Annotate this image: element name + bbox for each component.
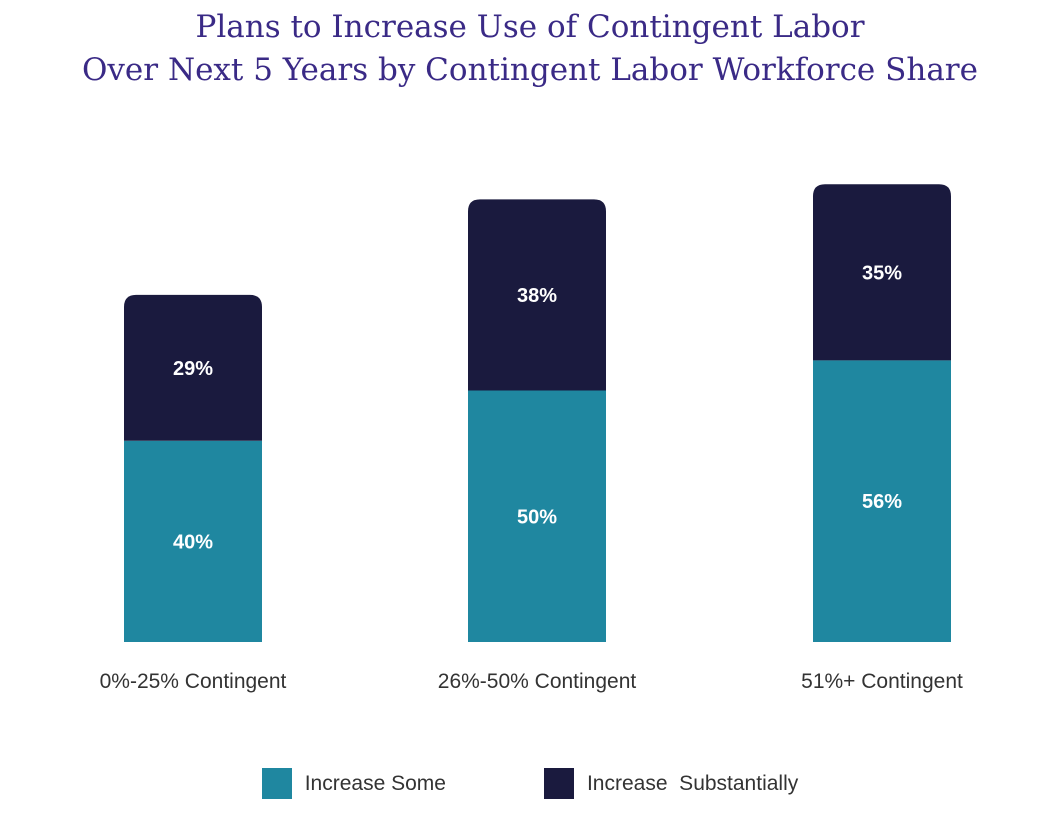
legend-item-increase-some: Increase Some <box>261 768 446 799</box>
legend-swatch-increase-substantially <box>543 768 574 799</box>
legend-label-increase-some: Increase Some <box>304 771 446 795</box>
legend-item-increase-substantially: Increase Substantially <box>543 768 799 799</box>
data-label-increase-some-51-contingent: 56% <box>862 491 902 513</box>
chart-title-line-2: Over Next 5 Years by Contingent Labor Wo… <box>82 52 978 88</box>
bar-increase-substantially-0-25-contingent <box>124 294 262 441</box>
category-label-51-contingent: 51%+ Contingent <box>801 670 963 693</box>
data-label-increase-substantially-26-50-contingent: 38% <box>517 285 557 307</box>
bar-labels-layer: 40% 29% 50% 38% 56% 35% <box>173 262 902 553</box>
bar-increase-some-51-contingent <box>813 360 951 642</box>
data-label-increase-some-0-25-contingent: 40% <box>173 531 213 553</box>
chart-title: Plans to Increase Use of Contingent Labo… <box>0 6 1060 92</box>
legend: Increase Some Increase Substantially <box>0 768 1060 799</box>
bars-layer <box>124 184 951 642</box>
bar-increase-substantially-51-contingent <box>813 184 951 361</box>
data-label-increase-substantially-0-25-contingent: 29% <box>173 358 213 380</box>
data-label-increase-substantially-51-contingent: 35% <box>862 262 902 284</box>
legend-swatch-increase-some <box>261 768 292 799</box>
chart-title-line-1: Plans to Increase Use of Contingent Labo… <box>195 9 865 45</box>
bar-increase-some-0-25-contingent <box>124 440 262 642</box>
bar-increase-substantially-26-50-contingent <box>468 199 606 391</box>
data-label-increase-some-26-50-contingent: 50% <box>517 506 557 528</box>
legend-label-increase-substantially: Increase Substantially <box>586 771 799 795</box>
category-label-0-25-contingent: 0%-25% Contingent <box>100 670 287 693</box>
category-labels-layer: 0%-25% Contingent 26%-50% Contingent 51%+ … <box>100 670 963 693</box>
category-label-26-50-contingent: 26%-50% Contingent <box>438 670 637 693</box>
bar-increase-some-26-50-contingent <box>468 390 606 642</box>
